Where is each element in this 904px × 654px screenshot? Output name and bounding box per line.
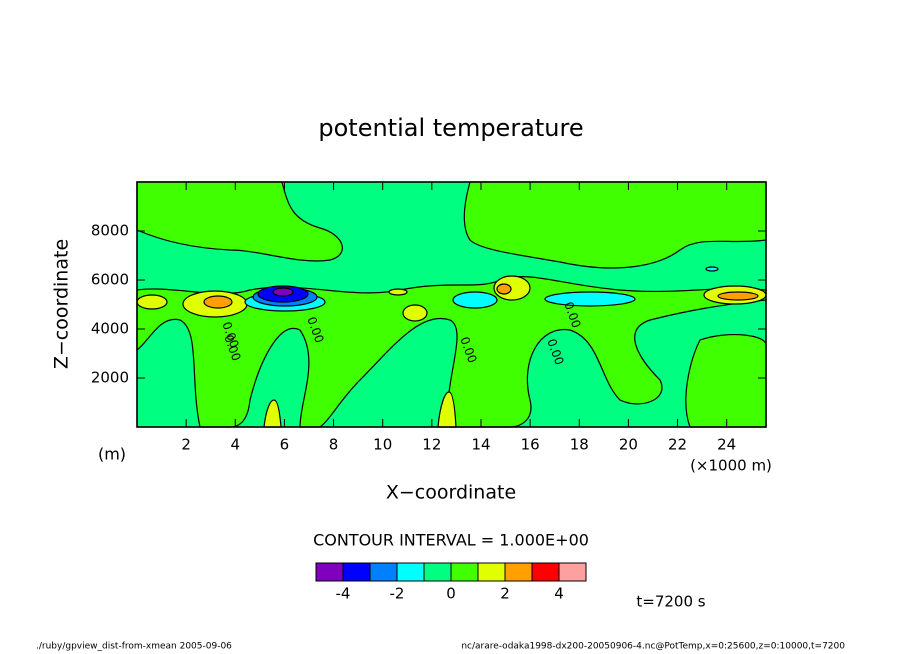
colorbar-tick-label: 2 — [500, 585, 510, 603]
contour-field — [136, 181, 767, 428]
colorbar-swatch — [342, 562, 371, 582]
x-tick-label: 2 — [181, 436, 191, 454]
x-axis-label: X−coordinate — [386, 482, 516, 504]
colorbar-tick-label: -4 — [336, 585, 351, 603]
x-tick-label: 12 — [422, 436, 441, 454]
x-tick-label: 6 — [280, 436, 290, 454]
contour-region — [437, 391, 457, 428]
colorbar-tick-label: 4 — [554, 585, 564, 603]
contour-region — [136, 181, 343, 262]
plot-frame — [136, 181, 767, 428]
contour-region — [263, 399, 282, 428]
y-tick-label: 2000 — [91, 369, 129, 387]
contour-region — [496, 283, 512, 295]
colorbar-swatch — [477, 562, 506, 582]
colorbar-swatch — [369, 562, 398, 582]
contour-region — [203, 295, 233, 309]
contour-region — [136, 294, 168, 310]
y-tick-label: 4000 — [91, 320, 129, 338]
y-axis-unit: (m) — [98, 445, 126, 464]
x-tick-label: 4 — [231, 436, 241, 454]
chart-title: potential temperature — [318, 114, 583, 142]
x-tick-label: 18 — [570, 436, 589, 454]
contour-region — [452, 291, 498, 309]
x-tick-label: 8 — [329, 436, 339, 454]
colorbar-swatch — [450, 562, 479, 582]
contour-region — [717, 291, 759, 301]
colorbar-swatch — [531, 562, 560, 582]
contour-interval: CONTOUR INTERVAL = 1.000E+00 — [313, 531, 589, 550]
colorbar-swatch — [396, 562, 425, 582]
x-tick-label: 20 — [619, 436, 638, 454]
contour-region — [402, 304, 428, 322]
contour-region — [544, 291, 636, 307]
x-tick-label: 14 — [471, 436, 490, 454]
colorbar-swatch — [504, 562, 533, 582]
x-tick-label: 24 — [717, 436, 736, 454]
footer-right: nc/arare-odaka1998-dx200-20050906-4.nc@P… — [461, 642, 845, 652]
x-axis-unit: (×1000 m) — [690, 457, 772, 475]
x-tick-label: 10 — [373, 436, 392, 454]
contour-region — [705, 266, 719, 272]
contour-region — [685, 334, 767, 428]
footer-left: ./ruby/gpview_dist-from-xmean 2005-09-06 — [36, 642, 232, 652]
colorbar-swatch — [315, 562, 344, 582]
contour-region — [388, 288, 408, 296]
colorbar-swatch — [558, 562, 587, 582]
time-label: t=7200 s — [636, 593, 705, 611]
y-axis-label: Z−coordinate — [51, 239, 73, 369]
colorbar-tick-label: 0 — [446, 585, 456, 603]
colorbar-tick-label: -2 — [390, 585, 405, 603]
x-tick-label: 16 — [521, 436, 540, 454]
colorbar-swatch — [423, 562, 452, 582]
contour-region — [272, 287, 294, 297]
y-tick-label: 8000 — [91, 222, 129, 240]
contour-region — [463, 181, 767, 269]
x-tick-label: 22 — [668, 436, 687, 454]
y-tick-label: 6000 — [91, 271, 129, 289]
